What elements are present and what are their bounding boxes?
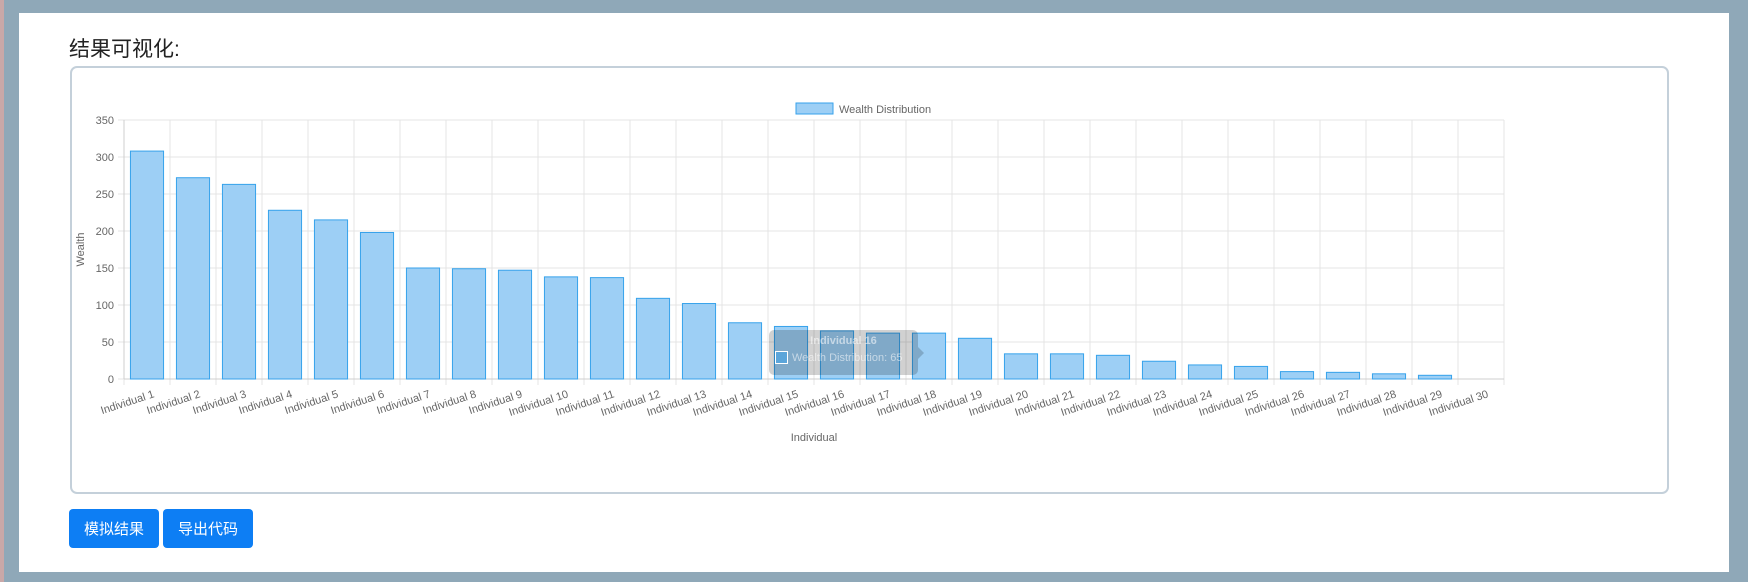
bar-1	[129, 150, 165, 380]
tooltip-swatch	[775, 351, 788, 364]
bar-29	[1417, 374, 1453, 380]
bar-7	[405, 267, 441, 380]
bar-3	[221, 183, 257, 380]
bar-22	[1095, 354, 1131, 380]
bar-2	[175, 177, 211, 380]
x-axis-title: Individual	[791, 432, 837, 444]
bar-21	[1049, 353, 1085, 380]
bar-10	[543, 276, 579, 380]
y-tick-label: 250	[96, 189, 114, 201]
bar-6	[359, 231, 395, 380]
bar-11	[589, 277, 625, 380]
chart-container: 0 50 100 150 200 250 300 350 Individual 1 Individ…	[70, 66, 1669, 494]
y-tick-label: 300	[96, 152, 114, 164]
bar-28	[1371, 373, 1407, 380]
bar-12	[635, 297, 671, 380]
bar-27	[1325, 371, 1361, 380]
bar-26	[1279, 371, 1315, 380]
tooltip-body: Wealth Distribution: 65	[792, 351, 903, 364]
export-code-button[interactable]: 导出代码	[163, 509, 253, 548]
bar-23	[1141, 360, 1177, 380]
bar-4	[267, 209, 303, 380]
simulate-results-button[interactable]: 模拟结果	[69, 509, 159, 548]
y-tick-label: 150	[96, 263, 114, 275]
section-title: 结果可视化:	[69, 38, 180, 61]
bar-16	[819, 330, 855, 380]
bar-19	[957, 337, 993, 380]
window-edge	[0, 0, 4, 582]
results-panel: 结果可视化: 0 50 100 150 200 250 300 350 Individual 1…	[19, 13, 1729, 572]
y-tick-label: 350	[96, 115, 114, 127]
bar-20	[1003, 353, 1039, 380]
chart-tooltip: Individual 16 Wealth Distribution: 65	[769, 330, 924, 375]
legend-swatch	[795, 102, 834, 115]
bar-17	[865, 332, 901, 380]
bar-18	[911, 332, 947, 380]
y-tick-label: 50	[102, 337, 114, 349]
bar-25	[1233, 365, 1269, 380]
y-tick-label: 0	[108, 374, 114, 386]
bar-5	[313, 219, 349, 380]
bar-15	[773, 325, 809, 380]
bar-13	[681, 303, 717, 380]
bar-9	[497, 269, 533, 380]
bar-8	[451, 268, 487, 380]
bar-24	[1187, 364, 1223, 380]
tooltip-title: Individual 16	[810, 335, 877, 347]
y-axis-title: Wealth	[75, 232, 87, 266]
y-tick-label: 100	[96, 300, 114, 312]
bar-14	[727, 322, 763, 380]
legend-label: Wealth Distribution	[839, 104, 931, 116]
y-tick-label: 200	[96, 226, 114, 238]
